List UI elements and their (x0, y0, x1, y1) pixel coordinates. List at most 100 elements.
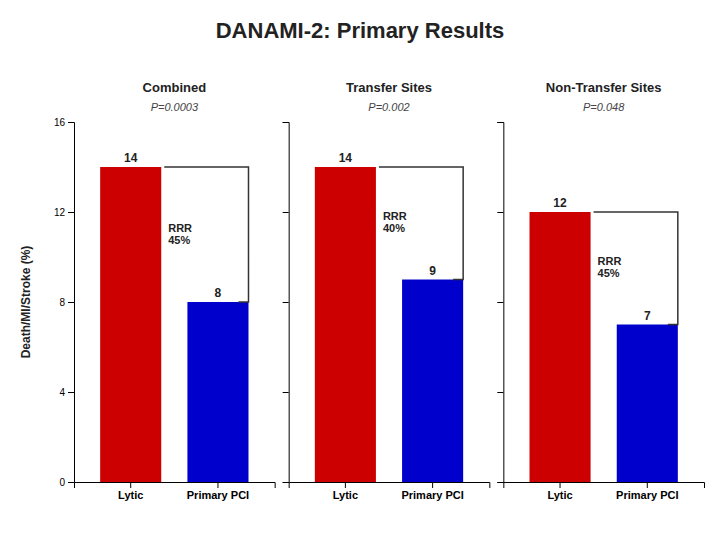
tick-mark (283, 122, 289, 123)
tick-mark (345, 482, 346, 488)
tick: Primary PCI (187, 482, 249, 501)
tick-label: 16 (54, 117, 66, 128)
tick-mark (497, 392, 503, 393)
panel: Lytic Primary PCI 12 7 RRR45% Non-Transfer Si… (497, 80, 704, 501)
x-axis: Lytic Primary PCI (75, 482, 276, 501)
annotation-line: 45% (598, 267, 620, 279)
tick-label: 12 (54, 207, 66, 218)
bracket (164, 167, 248, 302)
tick-mark (130, 482, 131, 488)
tick-mark (283, 482, 289, 483)
data-label: 14 (124, 151, 138, 165)
plot-area (315, 167, 463, 482)
tick-mark (68, 302, 74, 303)
plot-area (100, 167, 248, 482)
tick-mark (68, 212, 74, 213)
tick-mark (283, 212, 289, 213)
axis-line (289, 483, 490, 489)
tick-mark (68, 482, 74, 483)
annotation: RRR45% (168, 221, 192, 245)
tick-mark (497, 482, 503, 483)
tick-label: Lytic (333, 489, 358, 501)
tick: 8 (59, 297, 74, 308)
annotation-line: RRR (168, 221, 192, 233)
tick-mark (68, 392, 74, 393)
axis-line (283, 123, 290, 483)
axis-line (75, 483, 276, 489)
tick (283, 392, 289, 393)
tick (497, 302, 503, 303)
tick-label: 4 (59, 387, 65, 398)
axis-line (68, 123, 75, 483)
tick (497, 122, 503, 123)
bar (402, 280, 463, 483)
tick: Lytic (547, 482, 572, 501)
axis-line (497, 123, 504, 483)
panel-subtitle: P=0.002 (368, 101, 409, 113)
axis-line (504, 483, 705, 489)
annotation-line: 45% (168, 233, 190, 245)
tick: 12 (54, 207, 74, 218)
tick-mark (432, 482, 433, 488)
bracket (379, 167, 463, 280)
title: DANAMI-2: Primary Results (216, 18, 505, 43)
tick (283, 482, 289, 483)
bar (100, 167, 161, 482)
data-label: 8 (215, 286, 222, 300)
data-label: 14 (339, 151, 353, 165)
x-axis: Lytic Primary PCI (289, 482, 490, 501)
plot-area (530, 212, 678, 482)
chart: DANAMI-2: Primary Results 0 4 8 12 16 Lytic Pri… (0, 0, 720, 540)
panel-subtitle: P=0.048 (583, 101, 625, 113)
y-axis: 0 4 8 12 16 (54, 117, 75, 488)
tick (283, 302, 289, 303)
tick-mark (497, 212, 503, 213)
tick-label: Lytic (547, 489, 572, 501)
tick-label: Lytic (118, 489, 143, 501)
bar (315, 167, 376, 482)
tick: Lytic (118, 482, 143, 501)
tick-label: Primary PCI (616, 489, 678, 501)
x-axis: Lytic Primary PCI (504, 482, 705, 501)
annotation-line: RRR (598, 255, 622, 267)
annotation-line: 40% (383, 222, 405, 234)
tick-mark (283, 392, 289, 393)
tick (283, 212, 289, 213)
annotation: RRR40% (383, 210, 407, 234)
data-label: 7 (644, 309, 651, 323)
y-axis (283, 123, 290, 483)
annotation-line: RRR (383, 210, 407, 222)
tick-mark (497, 122, 503, 123)
y-axis (497, 123, 504, 483)
tick (497, 212, 503, 213)
annotation: RRR45% (598, 255, 622, 279)
data-label: 9 (429, 264, 436, 278)
tick-mark (647, 482, 648, 488)
tick-label: 8 (59, 297, 65, 308)
bar (187, 302, 248, 482)
tick: Primary PCI (401, 482, 463, 501)
tick-label: 0 (59, 477, 65, 488)
tick-mark (217, 482, 218, 488)
tick: 0 (59, 477, 74, 488)
bracket (594, 212, 678, 325)
bar (530, 212, 591, 482)
tick (497, 482, 503, 483)
panel-subtitle: P=0.0003 (151, 101, 199, 113)
tick-mark (560, 482, 561, 488)
panel: 0481216LyticPrimary PCI148RRR45%Combined… (19, 80, 275, 501)
tick-label: Primary PCI (401, 489, 463, 501)
data-label: 12 (553, 196, 567, 210)
tick-mark (68, 122, 74, 123)
panel-title: Non-Transfer Sites (546, 80, 662, 95)
tick: Primary PCI (616, 482, 678, 501)
tick-label: Primary PCI (187, 489, 249, 501)
bar (617, 325, 678, 483)
tick (497, 392, 503, 393)
y-axis-title: Death/MI/Stroke (%) (19, 246, 33, 359)
panel: Lytic Primary PCI 14 9 RRR40% Transfer Sites P… (283, 80, 490, 501)
panel-title: Transfer Sites (346, 80, 432, 95)
tick: 4 (59, 387, 74, 398)
tick-mark (283, 302, 289, 303)
tick (283, 122, 289, 123)
